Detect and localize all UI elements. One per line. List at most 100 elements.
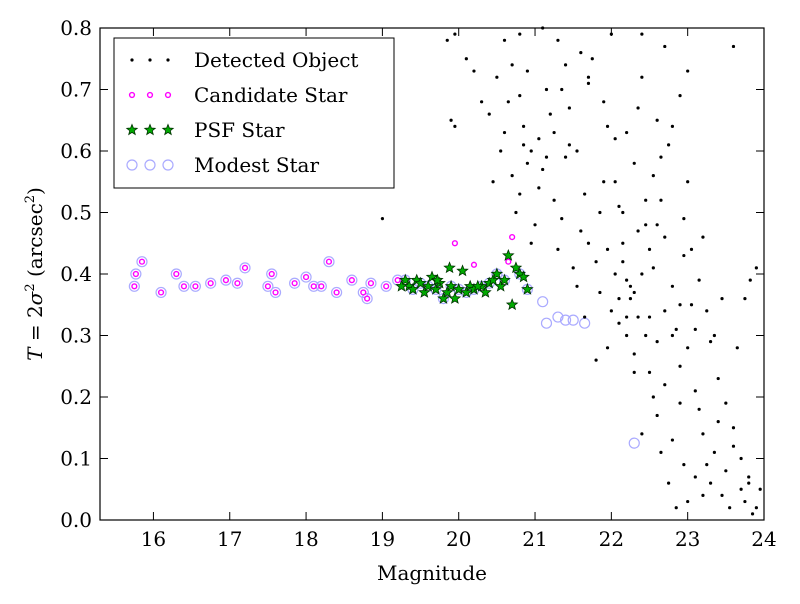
- modest-star-point: [361, 293, 373, 305]
- modest-star-point: [220, 274, 232, 286]
- detected-object-point: [693, 389, 697, 393]
- candidate-star-point: [509, 234, 516, 241]
- data-marks: [128, 26, 762, 516]
- detected-object-point: [659, 155, 663, 159]
- detected-object-point: [647, 247, 652, 251]
- detected-object-point: [666, 481, 671, 485]
- detected-object-point: [716, 420, 720, 424]
- detected-object-point: [720, 493, 724, 497]
- y-axis-label-unit-open: (arcsec: [23, 203, 47, 283]
- psf-star-point: [421, 279, 435, 292]
- modest-star-point: [170, 268, 182, 280]
- detected-object-point: [544, 155, 549, 159]
- candidate-star-point: [241, 264, 249, 271]
- axis-ticks: 16 17 18 19 20 21 22 23 24 0.0 0.1 0.2 0.3 0.4 0.5 0.6 0…: [60, 16, 777, 551]
- detected-object-point: [594, 260, 598, 264]
- detected-object-point: [487, 112, 491, 116]
- detected-object-point: [644, 198, 648, 202]
- y-tick-label: 0.8: [60, 16, 92, 40]
- detected-object-point: [594, 358, 598, 362]
- psf-star-point: [431, 273, 444, 286]
- detected-object-point: [628, 284, 633, 288]
- psf-star-point: [498, 273, 511, 286]
- detected-object-point: [651, 174, 655, 178]
- psf-star-point: [471, 279, 485, 292]
- candidate-star-point: [470, 261, 478, 268]
- y-axis-label-exponent: 2: [23, 283, 38, 291]
- detected-object-point: [544, 87, 549, 92]
- y-tick-label: 0.7: [60, 78, 92, 102]
- psf-star-point: [429, 282, 443, 295]
- detected-object-point: [743, 499, 747, 504]
- modest-star-point: [579, 317, 591, 329]
- detected-object-point: [705, 309, 709, 313]
- detected-object-point: [705, 463, 709, 467]
- modest-star-point: [130, 268, 142, 280]
- psf-star-point: [448, 292, 462, 304]
- modest-star-point: [540, 317, 553, 329]
- legend-marker-detected-object: [148, 58, 152, 62]
- psf-star-point: [406, 282, 420, 295]
- psf-star-point: [437, 292, 450, 304]
- detected-object-point: [678, 364, 682, 368]
- psf-star-point: [456, 264, 469, 277]
- detected-object-point: [598, 290, 602, 295]
- legend-marker-psf-star: [161, 123, 175, 136]
- detected-object-point: [754, 506, 758, 510]
- detected-object-point: [655, 118, 659, 122]
- detected-object-point: [735, 346, 739, 350]
- psf-star-point: [460, 285, 473, 298]
- detected-object-point: [533, 223, 537, 227]
- x-tick-label: 24: [751, 527, 776, 551]
- candidate-star-point: [234, 280, 241, 287]
- detected-object-point: [590, 57, 594, 61]
- detected-object-point: [636, 229, 640, 233]
- detected-object-point: [525, 69, 530, 73]
- modest-star-point: [330, 286, 343, 299]
- psf-star-point: [479, 285, 492, 298]
- legend-marker-modest-star: [144, 159, 156, 171]
- detected-object-point: [632, 352, 636, 356]
- detected-object-point: [686, 69, 690, 73]
- psf-star-point: [517, 270, 530, 283]
- detected-object-point: [728, 506, 732, 510]
- detected-object-point: [689, 303, 694, 307]
- legend-marker-detected-object: [130, 58, 134, 62]
- detected-object-point: [453, 32, 457, 36]
- modest-star-point: [323, 256, 335, 268]
- x-axis-label: Magnitude: [377, 561, 487, 585]
- candidate-star-point: [310, 283, 317, 290]
- detected-object-point: [621, 241, 625, 245]
- detected-object-point: [731, 44, 736, 49]
- modest-star-point: [155, 286, 167, 299]
- detected-object-point: [674, 327, 678, 331]
- detected-object-point: [701, 235, 705, 239]
- legend-label-detected-object: Detected Object: [194, 48, 358, 72]
- detected-object-point: [552, 198, 556, 202]
- detected-object-point: [453, 124, 457, 128]
- detected-object-point: [678, 94, 682, 98]
- detected-object-point: [682, 253, 686, 258]
- detected-object-point: [380, 217, 384, 221]
- candidate-star-point: [207, 280, 214, 287]
- modest-star-point: [136, 256, 148, 268]
- detected-object-point: [670, 124, 675, 128]
- y-tick-label: 0.2: [60, 385, 92, 409]
- legend-item-modest-star: Modest Star: [126, 153, 319, 177]
- detected-object-point: [632, 290, 636, 295]
- psf-star-point: [494, 279, 507, 292]
- detected-object-point: [693, 475, 697, 479]
- detected-object-point: [678, 303, 682, 307]
- detected-object-point: [625, 315, 629, 319]
- detected-object-point: [613, 180, 617, 184]
- series-candidate-star: [131, 234, 516, 302]
- detected-object-point: [708, 340, 713, 344]
- detected-object-point: [621, 210, 625, 215]
- detected-object-point: [586, 81, 591, 85]
- candidate-star-point: [383, 283, 390, 290]
- candidate-star-point: [364, 295, 371, 302]
- x-tick-label: 20: [446, 527, 471, 551]
- detected-object-point: [666, 143, 671, 147]
- detected-object-point: [758, 487, 762, 491]
